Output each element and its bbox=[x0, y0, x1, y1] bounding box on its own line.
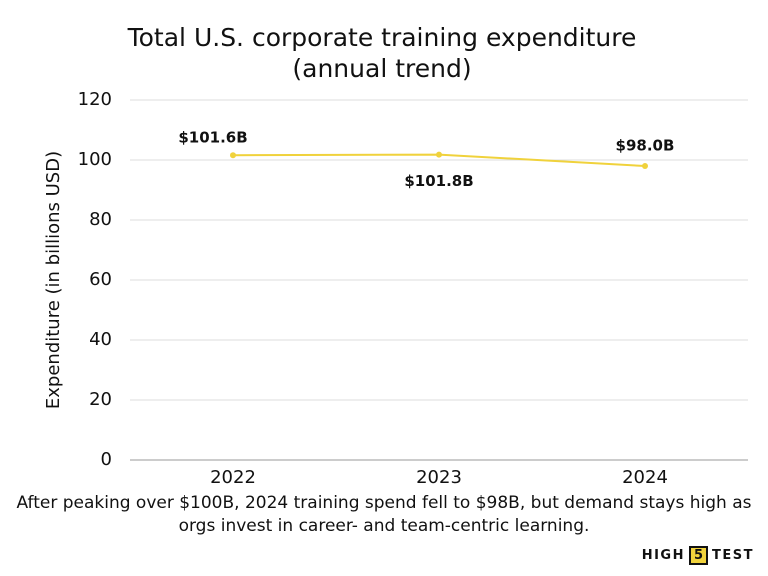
x-tick-label: 2022 bbox=[210, 467, 256, 488]
logo-badge: 5 bbox=[688, 546, 709, 565]
y-tick-label: 100 bbox=[78, 149, 112, 170]
data-label: $101.8B bbox=[404, 172, 473, 190]
data-label: $101.6B bbox=[178, 129, 247, 147]
y-tick-label: 40 bbox=[89, 329, 112, 350]
logo: HIGH 5 TEST bbox=[642, 546, 754, 565]
x-tick-label: 2023 bbox=[416, 467, 462, 488]
y-tick-label: 0 bbox=[101, 449, 112, 470]
data-label: $98.0B bbox=[616, 137, 675, 155]
y-tick-label: 120 bbox=[78, 89, 112, 110]
chart-title: Total U.S. corporate training expenditur… bbox=[127, 23, 637, 83]
y-tick-label: 60 bbox=[89, 269, 112, 290]
x-tick-label: 2024 bbox=[622, 467, 668, 488]
logo-text: TEST bbox=[712, 548, 754, 563]
logo-text: HIGH bbox=[641, 548, 685, 563]
y-axis-label: Expenditure (in billions USD) bbox=[43, 151, 64, 409]
y-tick-label: 80 bbox=[89, 209, 112, 230]
point bbox=[642, 163, 648, 169]
caption: After peaking over $100B, 2024 training … bbox=[16, 493, 752, 536]
y-tick-label: 20 bbox=[89, 389, 112, 410]
point bbox=[230, 152, 236, 159]
point bbox=[436, 151, 442, 158]
